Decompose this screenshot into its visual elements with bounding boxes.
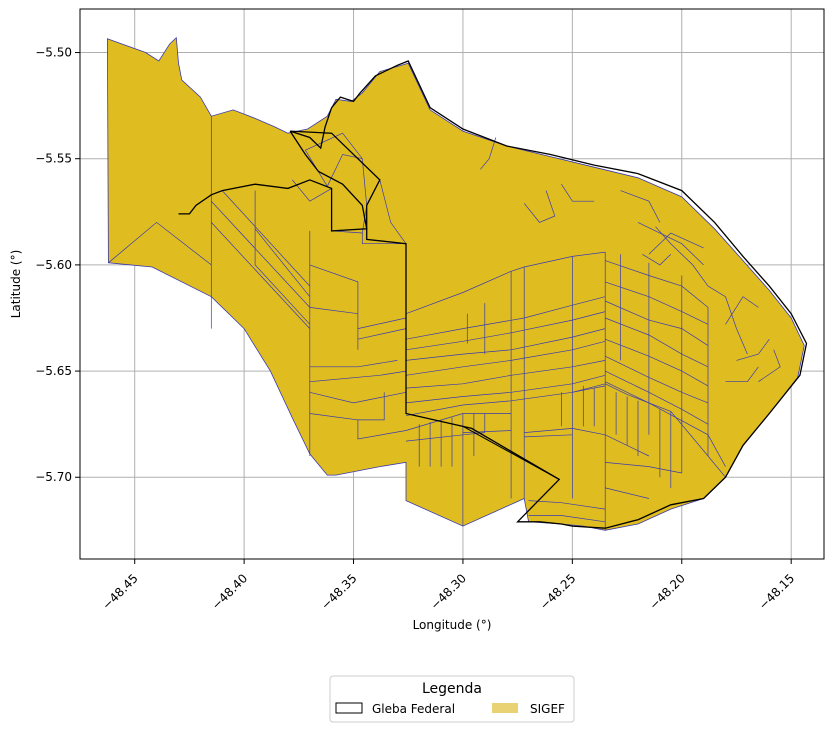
sigef-parcel-edge: [605, 317, 709, 368]
sigef-parcel-edge: [309, 307, 358, 315]
sigef-parcel-edge: [725, 366, 759, 383]
y-tick-label: −5.70: [35, 470, 72, 484]
sigef-parcel-edge: [480, 137, 497, 170]
legend-swatch-sigef: [492, 703, 518, 713]
sigef-parcel-edge: [108, 221, 212, 266]
sigef-parcel-edge: [254, 228, 311, 297]
sigef-parcel-edge: [605, 381, 726, 467]
gleba-federal-north-boundary: [178, 130, 368, 232]
legend-label-sigef: SIGEF: [530, 702, 565, 716]
sigef-parcel-edge: [211, 222, 311, 329]
sigef-parcel-edge: [648, 232, 704, 255]
y-tick-label: −5.60: [35, 258, 72, 272]
sigef-parcel-edge: [523, 190, 556, 223]
sigef-parcel-edge: [655, 226, 709, 287]
y-tick-label: −5.55: [35, 152, 72, 166]
legend-title: Legenda: [422, 681, 482, 697]
sigef-parcel-edge: [309, 264, 359, 350]
sigef-parcel-edge: [309, 360, 398, 368]
legend-swatch-gleba: [335, 702, 363, 714]
gleba-federal-outline: [289, 60, 808, 529]
sigef-parcel-edge: [572, 383, 606, 393]
sigef-parcel-edge: [605, 355, 709, 404]
sigef-parcel-edge: [254, 190, 311, 325]
sigef-parcel-edge: [736, 338, 770, 361]
y-axis-ticks: −5.50 −5.55 −5.60 −5.65 −5.70: [35, 46, 80, 484]
sigef-parcel-edge: [309, 370, 407, 383]
sigef-parcel-edge: [620, 190, 661, 223]
sigef-area: [106, 36, 805, 531]
sigef-parcel-edge: [605, 370, 709, 425]
axes-frame: [79, 8, 825, 560]
sigef-parcel-edge: [292, 179, 332, 202]
sigef-parcel-edge: [528, 500, 606, 510]
sigef-parcel-edge: [221, 190, 311, 287]
x-axis-label: Longitude (°): [413, 618, 492, 632]
sigef-parcel-edge: [605, 260, 709, 308]
sigef-parcel-edge: [605, 487, 649, 499]
sigef-parcel-edge: [462, 430, 512, 433]
sigef-parcel-edge: [357, 328, 407, 340]
sigef-parcel-edge: [561, 184, 595, 202]
sigef-parcel-edge: [309, 413, 407, 440]
sigef-parcel-edge: [725, 296, 759, 325]
sigef-parcel-edge: [605, 281, 709, 325]
sigef-parcel-edge: [758, 349, 781, 382]
sigef-parcel-edge: [642, 254, 672, 266]
sigef-parcel-edge: [605, 338, 709, 387]
y-axis-label: Latitude (°): [9, 250, 23, 319]
sigef-parcel-edge: [342, 132, 368, 206]
sigef-parcel-edge: [304, 132, 343, 187]
sigef-parcel-edge: [357, 317, 407, 329]
y-tick-label: −5.50: [35, 46, 72, 60]
sigef-parcel-edge: [357, 392, 385, 421]
sigef-parcel-edge: [211, 200, 311, 308]
sigef-parcel-edge: [707, 285, 748, 355]
sigef-parcel-edge: [605, 300, 709, 346]
sigef-parcel-edge: [331, 230, 406, 245]
sigef-parcel-edge: [405, 251, 606, 315]
sigef-parcel-edge: [309, 391, 407, 404]
plot-area: [79, 8, 825, 560]
sigef-parcel-edge: [524, 434, 573, 438]
y-tick-label: −5.65: [35, 364, 72, 378]
sigef-parcel-edge: [528, 515, 606, 523]
sigef-parcel-edge: [637, 222, 704, 266]
legend: Legenda Gleba Federal SIGEF: [329, 675, 575, 723]
gleba-federal-south-boundary: [462, 425, 560, 480]
legend-label-gleba: Gleba Federal: [372, 702, 455, 716]
gleba-federal-boundary: [178, 60, 808, 529]
